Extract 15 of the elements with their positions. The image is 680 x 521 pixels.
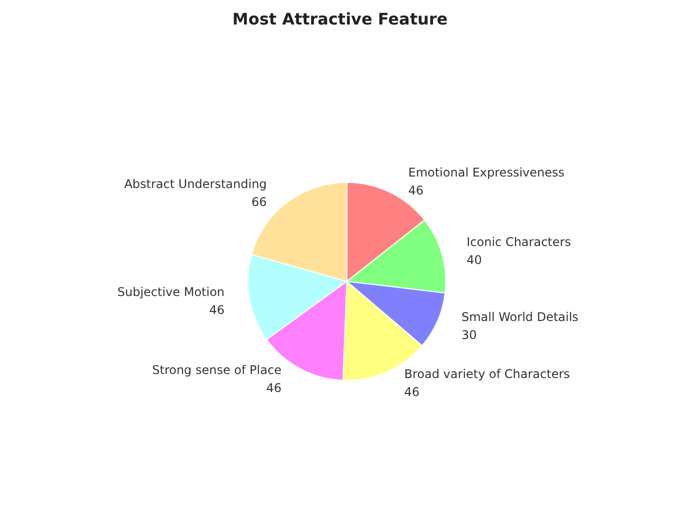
data-label: 46 bbox=[408, 183, 424, 198]
slice-label: Broad variety of Characters bbox=[404, 367, 570, 382]
data-label: 46 bbox=[266, 381, 282, 396]
data-label: 30 bbox=[461, 328, 477, 342]
slice-label: Iconic Characters bbox=[466, 235, 571, 250]
slice-label: Emotional Expressiveness bbox=[408, 165, 565, 180]
data-label: 66 bbox=[252, 194, 267, 209]
chart-title: Most Attractive Feature bbox=[232, 10, 448, 28]
slice-label: Strong sense of Place bbox=[152, 363, 282, 378]
slice-label: Subjective Motion bbox=[117, 284, 225, 299]
data-label: 46 bbox=[209, 302, 225, 317]
slice-label: Abstract Understanding bbox=[124, 176, 267, 191]
slice-label: Small World Details bbox=[461, 310, 578, 324]
data-label: 40 bbox=[466, 253, 482, 268]
data-label: 46 bbox=[404, 385, 420, 400]
